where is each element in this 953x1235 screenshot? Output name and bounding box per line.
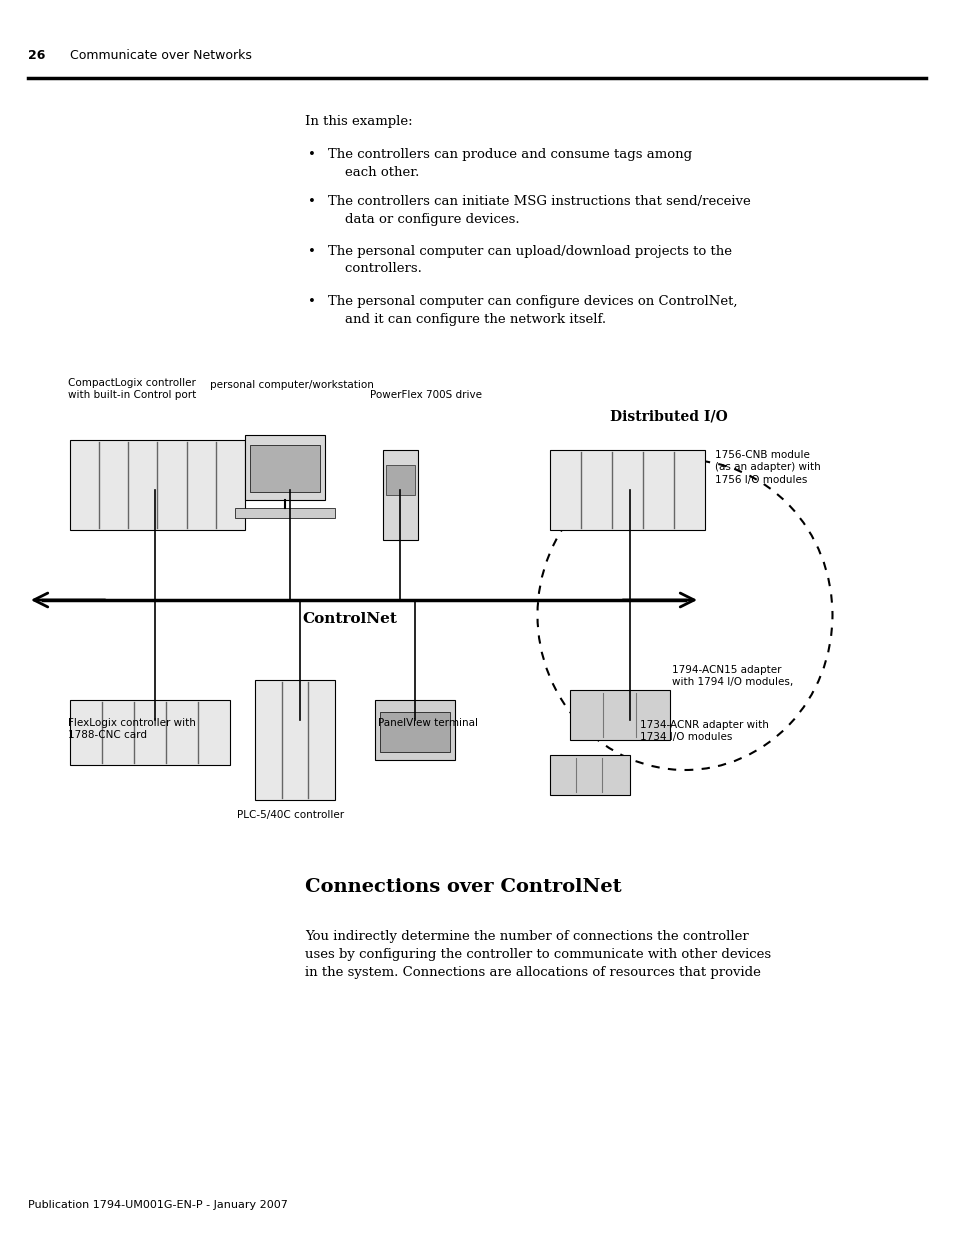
Text: You indirectly determine the number of connections the controller
uses by config: You indirectly determine the number of c… xyxy=(305,930,770,979)
Bar xyxy=(234,508,335,517)
Text: •: • xyxy=(308,195,315,207)
Bar xyxy=(550,755,629,795)
Text: Communicate over Networks: Communicate over Networks xyxy=(70,49,252,62)
Bar xyxy=(386,466,415,495)
Bar xyxy=(70,700,230,764)
Text: CompactLogix controller
with built-in Control port: CompactLogix controller with built-in Co… xyxy=(68,378,196,400)
Text: PLC-5/40C controller: PLC-5/40C controller xyxy=(236,810,344,820)
Text: 1756-CNB module
(as an adapter) with
1756 I/O modules: 1756-CNB module (as an adapter) with 175… xyxy=(714,450,820,485)
Text: The controllers can initiate MSG instructions that send/receive
    data or conf: The controllers can initiate MSG instruc… xyxy=(328,195,750,226)
Text: •: • xyxy=(308,245,315,258)
Text: 26: 26 xyxy=(28,49,46,62)
Bar xyxy=(379,713,450,752)
Bar xyxy=(569,690,669,740)
Text: The controllers can produce and consume tags among
    each other.: The controllers can produce and consume … xyxy=(328,148,691,179)
Bar xyxy=(382,450,417,540)
Text: personal computer/workstation: personal computer/workstation xyxy=(210,380,374,390)
Bar xyxy=(70,440,245,530)
Text: •: • xyxy=(308,295,315,308)
Bar xyxy=(550,450,704,530)
Text: ControlNet: ControlNet xyxy=(302,613,397,626)
Text: PowerFlex 700S drive: PowerFlex 700S drive xyxy=(370,390,481,400)
Text: The personal computer can configure devices on ControlNet,
    and it can config: The personal computer can configure devi… xyxy=(328,295,737,326)
Text: 1734-ACNR adapter with
1734 I/O modules: 1734-ACNR adapter with 1734 I/O modules xyxy=(639,720,768,742)
Text: Connections over ControlNet: Connections over ControlNet xyxy=(305,878,621,897)
Text: •: • xyxy=(308,148,315,161)
Text: Distributed I/O: Distributed I/O xyxy=(609,410,727,424)
Bar xyxy=(250,445,319,492)
Text: 1794-ACN15 adapter
with 1794 I/O modules,: 1794-ACN15 adapter with 1794 I/O modules… xyxy=(671,664,792,688)
Text: The personal computer can upload/download projects to the
    controllers.: The personal computer can upload/downloa… xyxy=(328,245,731,275)
Bar xyxy=(245,435,325,500)
Text: PanelView terminal: PanelView terminal xyxy=(377,718,477,727)
Text: Publication 1794-UM001G-EN-P - January 2007: Publication 1794-UM001G-EN-P - January 2… xyxy=(28,1200,288,1210)
Text: FlexLogix controller with
1788-CNC card: FlexLogix controller with 1788-CNC card xyxy=(68,718,195,741)
Text: In this example:: In this example: xyxy=(305,115,413,128)
Bar xyxy=(254,680,335,800)
Bar xyxy=(375,700,455,760)
